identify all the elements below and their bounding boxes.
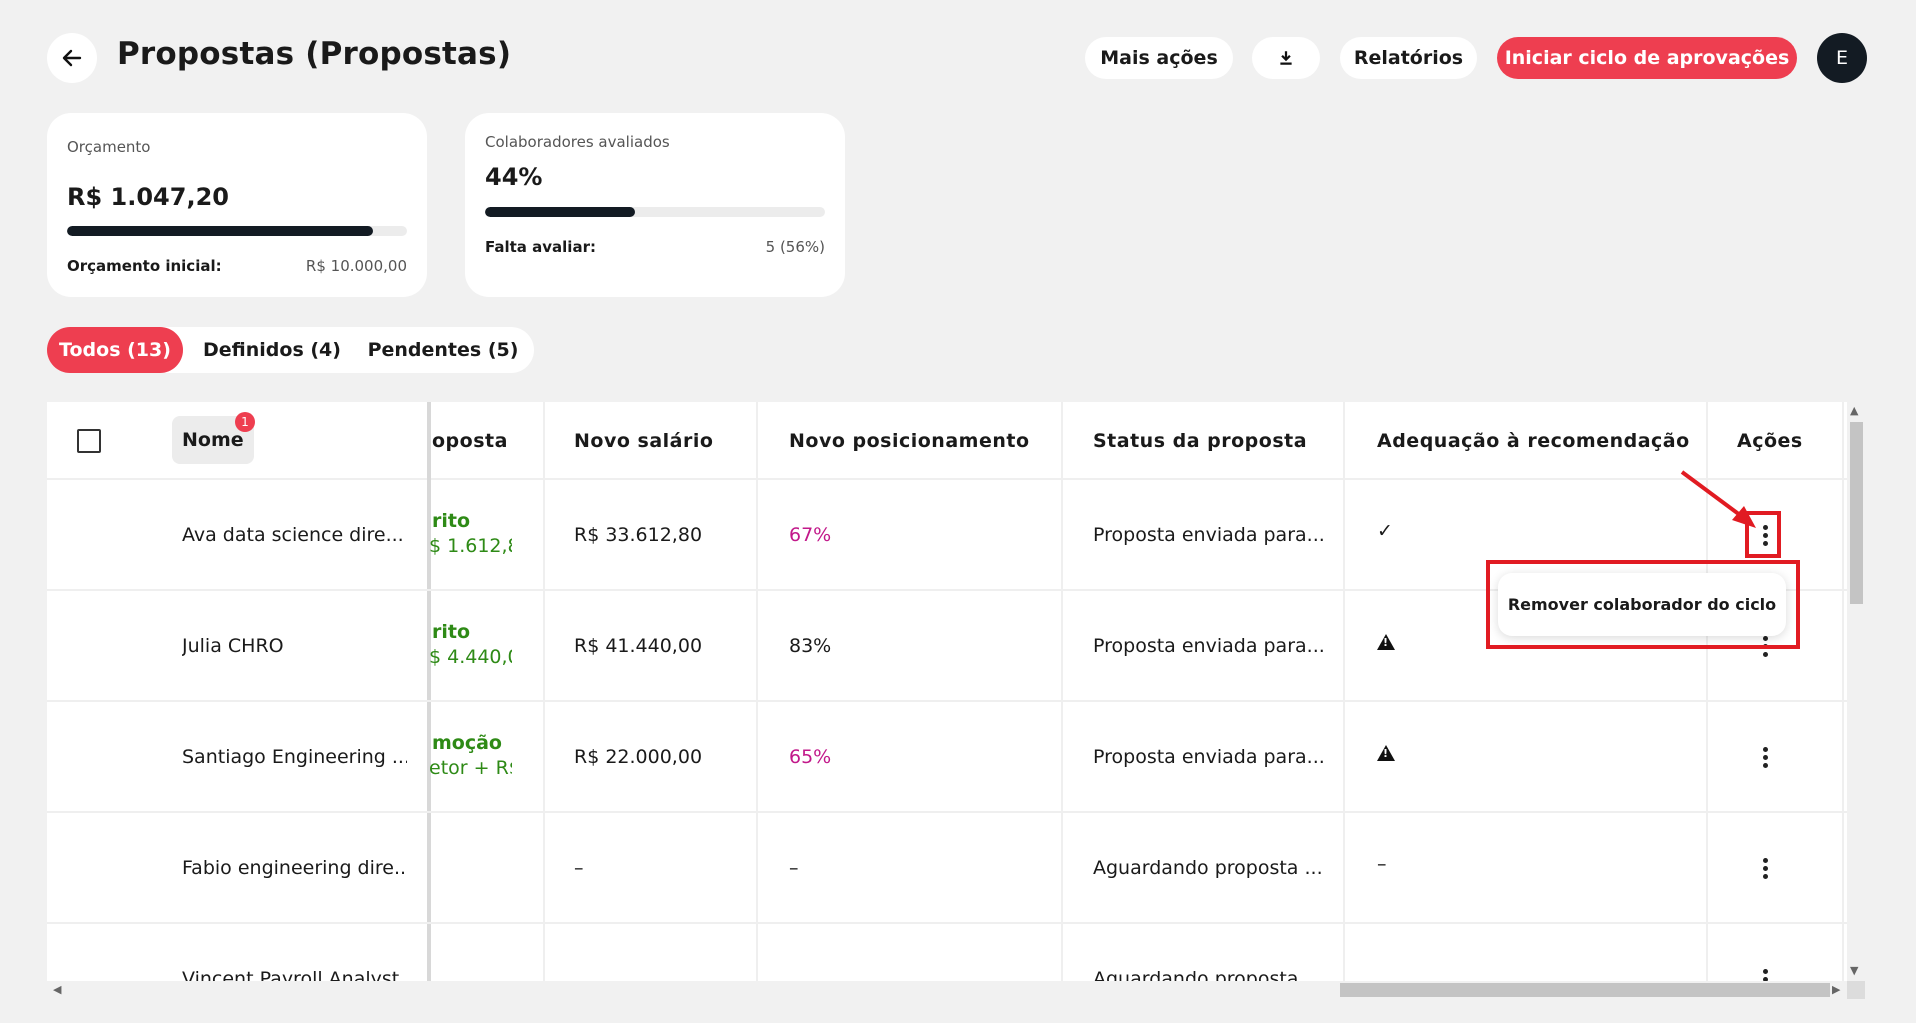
- column-divider: [543, 402, 545, 983]
- employee-name: Fabio engineering dire...: [182, 857, 407, 879]
- budget-progress-bar: [67, 226, 407, 236]
- column-divider: [1706, 402, 1708, 983]
- scroll-right-icon[interactable]: ▶: [1832, 983, 1841, 996]
- more-actions-button[interactable]: Mais ações: [1085, 37, 1233, 79]
- new-position: 83%: [789, 635, 832, 657]
- scroll-up-icon[interactable]: ▲: [1850, 404, 1859, 417]
- column-divider: [756, 402, 758, 983]
- budget-initial-value: R$ 10.000,00: [305, 257, 407, 275]
- table-row[interactable]: Santiago Engineering ... moção etor + R$…: [47, 702, 1847, 813]
- new-position: –: [789, 857, 799, 879]
- new-salary: R$ 33.612,80: [574, 524, 703, 546]
- start-approval-cycle-button[interactable]: Iniciar ciclo de aprovações: [1497, 37, 1797, 79]
- table-row[interactable]: Ava data science dire... rito $ 1.612,80…: [47, 480, 1847, 591]
- page-title: Propostas (Propostas): [117, 36, 512, 72]
- budget-initial-label: Orçamento inicial:: [67, 257, 222, 275]
- page-header: Propostas (Propostas) Mais ações Relatór…: [0, 0, 1916, 115]
- pending-evaluation-value: 5 (56%): [765, 238, 825, 256]
- horizontal-scrollbar[interactable]: ◀ ▶: [47, 981, 1847, 999]
- budget-value: R$ 1.047,20: [67, 183, 229, 211]
- budget-progress-fill: [67, 226, 373, 236]
- column-header-new-position[interactable]: Novo posicionamento: [789, 430, 1030, 452]
- reports-button[interactable]: Relatórios: [1340, 37, 1477, 79]
- horizontal-scroll-thumb[interactable]: [1340, 983, 1830, 997]
- scroll-left-icon[interactable]: ◀: [53, 983, 62, 996]
- proposal-status: Aguardando proposta: [1093, 968, 1299, 983]
- column-divider: [1343, 402, 1345, 983]
- select-all-checkbox[interactable]: [77, 429, 101, 453]
- evaluated-value: 44%: [485, 163, 543, 191]
- column-header-adequacy[interactable]: Adequação à recomendação: [1377, 430, 1690, 452]
- download-icon: [1280, 51, 1292, 65]
- filter-tabs: Todos (13) Definidos (4) Pendentes (5): [47, 327, 534, 373]
- name-filter-badge: 1: [235, 412, 255, 432]
- new-salary: –: [574, 857, 584, 879]
- new-position: 65%: [789, 746, 832, 768]
- tab-defined[interactable]: Definidos (4): [203, 339, 341, 361]
- employee-name: Santiago Engineering ...: [182, 746, 407, 768]
- budget-card: Orçamento R$ 1.047,20 Orçamento inicial:…: [47, 113, 427, 297]
- adequacy-value: –: [1377, 853, 1387, 875]
- employee-name: Vincent Payroll Analyst: [182, 968, 400, 983]
- proposal-status: Proposta enviada para...: [1093, 524, 1323, 546]
- scroll-down-icon[interactable]: ▼: [1850, 964, 1859, 977]
- proposal-type: rito: [432, 510, 471, 532]
- check-icon: ✓: [1377, 520, 1393, 542]
- arrow-left-icon: [62, 49, 82, 67]
- proposal-status: Aguardando proposta ...: [1093, 857, 1323, 879]
- evaluated-label: Colaboradores avaliados: [485, 133, 670, 151]
- proposal-type: moção: [432, 732, 502, 754]
- table-row[interactable]: Julia CHRO rito $ 4.440,0 R$ 41.440,00 8…: [47, 591, 1847, 702]
- tab-pending[interactable]: Pendentes (5): [367, 339, 519, 361]
- frozen-column-divider: [427, 402, 431, 983]
- back-button[interactable]: [47, 33, 97, 83]
- proposal-amount: etor + R$: [429, 757, 512, 779]
- column-header-proposal[interactable]: oposta: [432, 430, 508, 452]
- employee-name: Julia CHRO: [182, 635, 284, 657]
- column-divider: [1061, 402, 1063, 983]
- proposal-amount: $ 4.440,0: [429, 646, 512, 668]
- remove-from-cycle-menu-item[interactable]: Remover colaborador do ciclo: [1498, 573, 1786, 636]
- table-header: Nome 1 oposta Novo salário Novo posicion…: [47, 402, 1847, 480]
- proposals-table: Nome 1 oposta Novo salário Novo posicion…: [47, 402, 1847, 983]
- new-position: 67%: [789, 524, 832, 546]
- scrollbar-corner: [1847, 981, 1865, 999]
- proposal-status: Proposta enviada para...: [1093, 746, 1323, 768]
- pending-evaluation-label: Falta avaliar:: [485, 238, 596, 256]
- column-header-actions: Ações: [1737, 430, 1803, 452]
- row-actions-menu-button[interactable]: [1757, 740, 1773, 774]
- vertical-scrollbar[interactable]: ▲ ▼: [1847, 402, 1865, 980]
- new-salary: R$ 22.000,00: [574, 746, 703, 768]
- annotation-highlight-box: [1486, 560, 1800, 649]
- vertical-scroll-thumb[interactable]: [1850, 422, 1863, 604]
- download-button[interactable]: [1252, 37, 1320, 79]
- annotation-arrow-icon: [1680, 470, 1756, 528]
- annotation-highlight-box: [1745, 511, 1781, 558]
- proposal-status: Proposta enviada para...: [1093, 635, 1323, 657]
- new-salary: R$ 41.440,00: [574, 635, 703, 657]
- column-header-status[interactable]: Status da proposta: [1093, 430, 1308, 452]
- warning-icon: [1377, 742, 1417, 766]
- table-row[interactable]: Fabio engineering dire... – – Aguardando…: [47, 813, 1847, 924]
- table-row[interactable]: Vincent Payroll Analyst Aguardando propo…: [47, 924, 1847, 983]
- column-header-new-salary[interactable]: Novo salário: [574, 430, 714, 452]
- budget-label: Orçamento: [67, 138, 151, 156]
- evaluated-progress-bar: [485, 207, 825, 217]
- employee-name: Ava data science dire...: [182, 524, 404, 546]
- evaluated-card: Colaboradores avaliados 44% Falta avalia…: [465, 113, 845, 297]
- row-actions-menu-button[interactable]: [1757, 962, 1773, 983]
- row-actions-menu-button[interactable]: [1757, 518, 1773, 552]
- column-divider: [1842, 402, 1844, 983]
- row-actions-menu-button[interactable]: [1757, 851, 1773, 885]
- evaluated-progress-fill: [485, 207, 635, 217]
- proposal-type: rito: [432, 621, 471, 643]
- avatar[interactable]: E: [1817, 33, 1867, 83]
- tab-all[interactable]: Todos (13): [47, 327, 183, 373]
- proposal-amount: $ 1.612,80: [429, 535, 512, 557]
- warning-icon: [1377, 631, 1417, 655]
